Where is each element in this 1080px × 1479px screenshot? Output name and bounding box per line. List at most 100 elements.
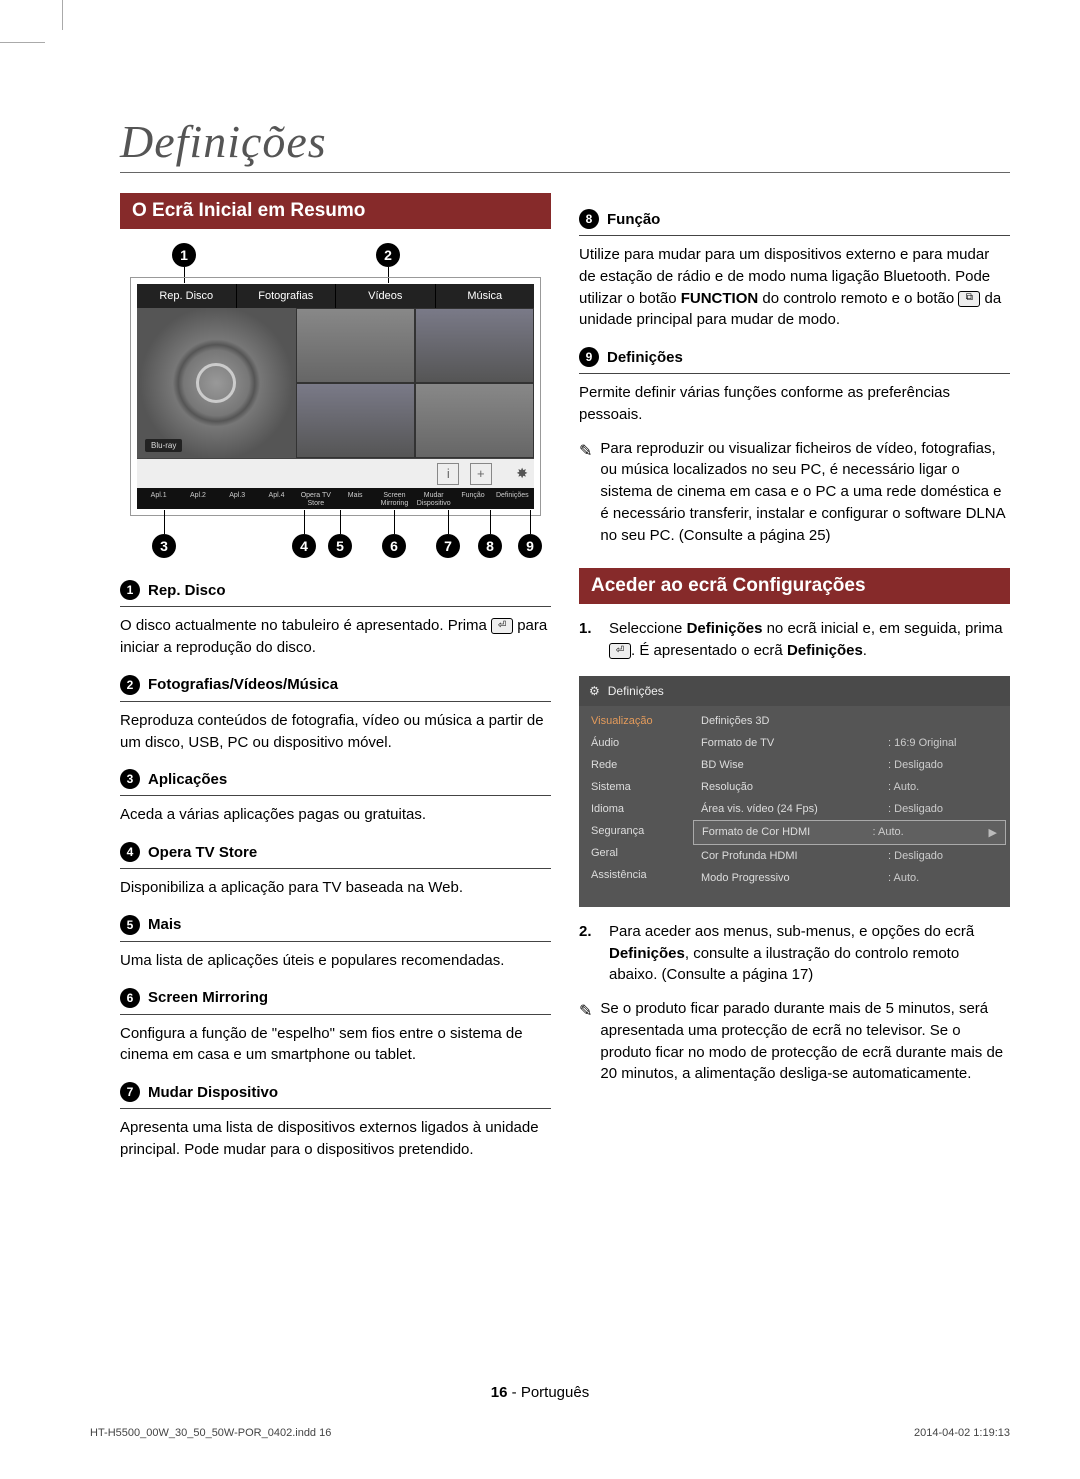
tv-photos-tile: [296, 308, 415, 383]
note-a: Para reproduzir ou visualizar ficheiros …: [600, 438, 1010, 547]
settings-row: Cor Profunda HDMIDesligado: [693, 845, 1006, 867]
settings-row: Formato de TV16:9 Original: [693, 732, 1006, 754]
item-label: Fotografias/Vídeos/Música: [148, 676, 338, 693]
tv-app-label: Apl.4: [257, 492, 296, 507]
tv-app-label: Função: [453, 492, 492, 507]
enter-icon: ⏎: [491, 618, 513, 634]
callout-bubble: 3: [152, 534, 176, 558]
tv-music-tile: [296, 383, 415, 458]
settings-row: Definições 3D: [693, 710, 1006, 732]
item-label: Rep. Disco: [148, 582, 226, 599]
item-label: Mudar Dispositivo: [148, 1084, 278, 1101]
item-body: Apresenta uma lista de dispositivos exte…: [120, 1117, 551, 1161]
item-label: Screen Mirroring: [148, 989, 268, 1006]
tv-app-label: MudarDispositivo: [414, 492, 453, 507]
gear-icon: ✸: [516, 465, 528, 481]
tv-disc-tile: Blu-ray: [137, 308, 296, 458]
tv-app-label: ScreenMirroring: [375, 492, 414, 507]
item-number-badge: 6: [120, 988, 140, 1008]
item-label: Aplicações: [148, 771, 227, 788]
item-body: Configura a função de "espelho" sem fios…: [120, 1023, 551, 1067]
step-2-body: Para aceder aos menus, sub-menus, e opçõ…: [609, 921, 1010, 986]
item-block: 6 Screen Mirroring Configura a função de "…: [120, 988, 551, 1067]
item-body: Utilize para mudar para um dispositivos …: [579, 244, 1010, 331]
settings-row: ResoluçãoAuto.: [693, 776, 1006, 798]
settings-gear-icon: ⚙: [589, 684, 600, 698]
item-block: 5MaisUma lista de aplicações úteis e pop…: [120, 915, 551, 972]
item-block: 2 Fotografias/Vídeos/Música Reproduza cont…: [120, 675, 551, 754]
item-label: Função: [607, 211, 660, 228]
settings-card-title: Definições: [608, 684, 664, 698]
settings-row: Modo ProgressivoAuto.: [693, 867, 1006, 889]
settings-menu-item: Idioma: [583, 798, 693, 820]
item-block: 9DefiniçõesPermite definir várias funçõe…: [579, 347, 1010, 426]
tv-tab: Vídeos: [336, 284, 436, 308]
step-2-num: 2.: [579, 921, 599, 986]
title-underline: [120, 172, 1010, 173]
item-number-badge: 8: [579, 209, 599, 229]
callout-bubble: 4: [292, 534, 316, 558]
section-a-header: O Ecrã Inicial em Resumo: [120, 193, 551, 229]
settings-row: BD WiseDesligado: [693, 754, 1006, 776]
item-body: Uma lista de aplicações úteis e populare…: [120, 950, 551, 972]
step-1-num: 1.: [579, 618, 599, 662]
item-number-badge: 9: [579, 347, 599, 367]
settings-menu-item: Assistência: [583, 864, 693, 886]
item-number-badge: 3: [120, 769, 140, 789]
settings-menu-item: Sistema: [583, 776, 693, 798]
settings-row: Área vis. vídeo (24 Fps)Desligado: [693, 798, 1006, 820]
callout-bubble: 2: [376, 243, 400, 267]
item-body: Disponibiliza a aplicação para TV basead…: [120, 877, 551, 899]
tv-app-label: Apl.2: [178, 492, 217, 507]
callout-bubble: 5: [328, 534, 352, 558]
callout-bubble: 9: [518, 534, 542, 558]
step-1-body: Seleccione Definições no ecrã inicial e,…: [609, 618, 1010, 662]
item-block: 1 Rep. Disco O disco actualmente no tabule…: [120, 580, 551, 659]
section-b-header: Aceder ao ecrã Configurações: [579, 568, 1010, 604]
page-footer: 16 - Português: [0, 1384, 1080, 1401]
callout-bubble: 8: [478, 534, 502, 558]
tv-videos-tile: [415, 308, 534, 383]
item-body: Permite definir várias funções conforme …: [579, 382, 1010, 426]
item-body: O disco actualmente no tabuleiro é apres…: [120, 615, 551, 659]
plus-icon: +: [470, 463, 492, 485]
settings-screenshot: ⚙ Definições VisualizaçãoÁudioRedeSistem…: [579, 676, 1010, 907]
print-metadata: HT-H5500_00W_30_50_50W-POR_0402.indd 16 …: [90, 1427, 1010, 1439]
item-block: 7 Mudar Dispositivo Apresenta uma lista de…: [120, 1082, 551, 1161]
enter-icon: ⏎: [609, 643, 631, 659]
item-number-badge: 1: [120, 580, 140, 600]
tv-app-label: Mais: [335, 492, 374, 507]
tv-app-label: Apl.1: [139, 492, 178, 507]
item-block: 3 Aplicações Aceda a várias aplicações pag…: [120, 769, 551, 826]
chevron-right-icon: ▶: [989, 826, 997, 839]
item-number-badge: 7: [120, 1082, 140, 1102]
callouts-bottom: 3 45 6 789: [120, 524, 551, 564]
bluray-badge: Blu-ray: [145, 439, 182, 452]
info-icon: i: [437, 463, 459, 485]
tv-app-label: Apl.3: [218, 492, 257, 507]
item-number-badge: 2: [120, 675, 140, 695]
callout-bubble: 6: [382, 534, 406, 558]
source-icon: ⧉: [958, 291, 980, 307]
callout-bubble: 7: [436, 534, 460, 558]
page-title: Definições: [120, 115, 1010, 168]
callout-bubble: 1: [172, 243, 196, 267]
item-label: Mais: [148, 916, 181, 933]
item-label: Opera TV Store: [148, 844, 257, 861]
item-body: Aceda a várias aplicações pagas ou gratu…: [120, 804, 551, 826]
tv-extra-tile: [415, 383, 534, 458]
tv-tab: Fotografias: [237, 284, 337, 308]
item-block: 8 Função Utilize para mudar para um dispos…: [579, 209, 1010, 331]
note-b: Se o produto ficar parado durante mais d…: [600, 998, 1010, 1085]
pencil-icon: ✎: [579, 440, 592, 547]
tv-app-label: Opera TVStore: [296, 492, 335, 507]
tv-tab: Rep. Disco: [137, 284, 237, 308]
settings-menu-item: Geral: [583, 842, 693, 864]
item-block: 4Opera TV StoreDisponibiliza a aplicação…: [120, 842, 551, 899]
item-body: Reproduza conteúdos de fotografia, vídeo…: [120, 710, 551, 754]
settings-row: Formato de Cor HDMIAuto.▶: [693, 820, 1006, 845]
tv-app-label: Definições: [493, 492, 532, 507]
settings-menu-item: Áudio: [583, 732, 693, 754]
settings-menu-item: Visualização: [583, 710, 693, 732]
tv-tab: Música: [436, 284, 535, 308]
